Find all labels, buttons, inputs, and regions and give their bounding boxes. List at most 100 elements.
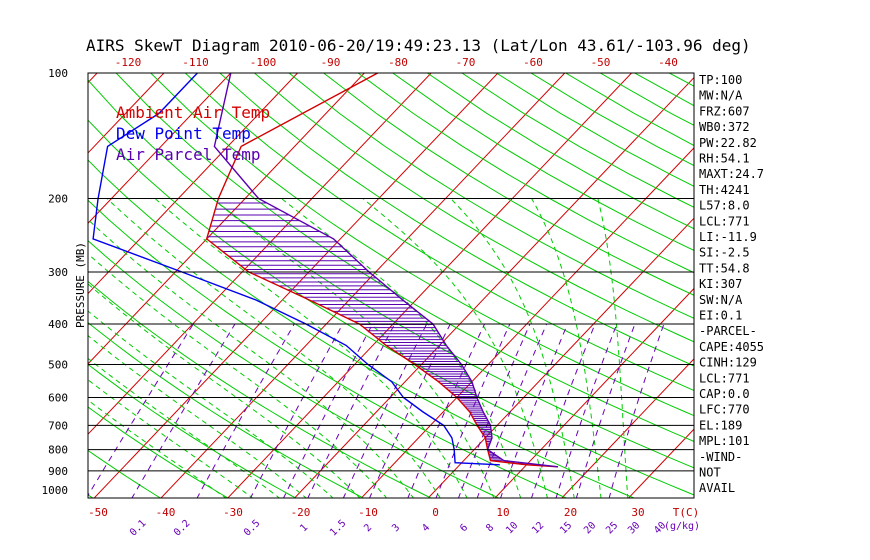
bottom-temp-tick-label: 0 <box>432 506 439 519</box>
dry-adiabat <box>808 73 870 499</box>
dry-adiabat <box>88 363 297 498</box>
legend-item: Ambient Air Temp <box>116 103 270 122</box>
dry-adiabat <box>739 73 870 499</box>
isotherm-line <box>761 73 870 499</box>
mixing-ratio-label: 15 <box>558 520 574 536</box>
mixing-ratio-label: 3 <box>390 522 402 534</box>
moist-adiabat <box>531 198 602 498</box>
pressure-tick-label: 700 <box>48 419 68 432</box>
moist-adiabat <box>88 283 361 498</box>
mixing-ratio-line <box>608 323 665 498</box>
legend: Ambient Air Temp Dew Point Temp Air Parcel… <box>116 103 270 164</box>
pressure-tick-label: 1000 <box>42 484 69 497</box>
isotherm-line <box>494 287 694 498</box>
stability-index-label: CAP:0.0 <box>699 387 750 401</box>
mixing-ratio-label: 30 <box>626 520 642 536</box>
moist-adiabat <box>154 198 468 498</box>
mixing-ratio-label: 1.5 <box>328 518 349 539</box>
stability-index-label: RH:54.1 <box>699 152 750 166</box>
stability-index-label: LFC:770 <box>699 403 750 417</box>
isotherm-line <box>88 73 365 365</box>
dry-adiabat <box>288 73 694 319</box>
dry-adiabat <box>392 73 694 252</box>
stability-index-label: EL:189 <box>699 418 742 432</box>
top-temp-tick-label: -50 <box>591 56 611 69</box>
moist-adiabat <box>88 334 307 498</box>
stability-index-label: FRZ:607 <box>699 104 750 118</box>
moist-adiabat <box>88 357 281 498</box>
mixing-ratio-label: 6 <box>458 522 470 534</box>
stability-index-label: KI:307 <box>699 277 742 291</box>
mixing-ratio-line <box>407 323 485 498</box>
stability-index-label: LI:-11.9 <box>699 230 757 244</box>
stability-index-label: MPL:101 <box>699 434 750 448</box>
mixing-ratio-label: 8 <box>484 522 496 534</box>
dry-adiabat <box>88 406 230 498</box>
isotherm-line <box>0 73 30 499</box>
stability-index-label: -PARCEL- <box>699 324 757 338</box>
moist-adiabat <box>362 198 548 498</box>
stability-index-label: EI:0.1 <box>699 309 742 323</box>
dry-adiabat <box>150 73 694 417</box>
stability-index-label: LCL:771 <box>699 214 750 228</box>
stability-index-label: MW:N/A <box>699 89 743 103</box>
mixing-ratio-line <box>131 323 236 498</box>
isotherm-line <box>88 73 232 224</box>
dry-adiabat <box>219 73 694 367</box>
moist-adiabat <box>88 310 334 498</box>
dry-adiabat <box>184 73 694 392</box>
mixing-ratio-label: 2 <box>362 522 374 534</box>
dry-adiabat <box>88 321 365 498</box>
dry-adiabat <box>254 73 694 343</box>
stability-index-label: AVAIL <box>699 481 735 495</box>
moist-adiabat <box>281 198 522 498</box>
top-temp-tick-label: -60 <box>523 56 543 69</box>
stability-index-label: TT:54.8 <box>699 261 750 275</box>
stability-index-label: L57:8.0 <box>699 199 750 213</box>
moist-adiabat <box>212 198 495 498</box>
legend-item: Air Parcel Temp <box>116 145 261 164</box>
mixing-ratio-line <box>282 323 374 498</box>
moist-adiabat <box>450 198 575 498</box>
plot-frame <box>87 72 695 499</box>
stability-index-label: LCL:771 <box>699 371 750 385</box>
isotherm-line <box>293 76 694 498</box>
mixing-ratio-line <box>575 323 636 498</box>
mixing-ratio-unit: (g/kg) <box>664 521 700 532</box>
background-grid <box>0 73 870 499</box>
mixing-ratio-line <box>196 323 295 498</box>
moist-adiabat <box>88 379 254 498</box>
bottom-temp-tick-label: 20 <box>564 506 577 519</box>
stability-index-label: -WIND- <box>699 450 742 464</box>
series-ambient-air-temp <box>205 73 559 468</box>
dry-adiabat <box>88 79 694 469</box>
mixing-ratio-label: 0.1 <box>128 518 149 539</box>
top-temp-tick-label: -100 <box>250 56 277 69</box>
mixing-ratio-line <box>88 323 194 497</box>
moist-adiabat <box>106 198 441 498</box>
isotherm-line <box>88 73 165 154</box>
mixing-ratio-line <box>530 323 596 498</box>
legend-item: Dew Point Temp <box>116 124 251 143</box>
top-temp-tick-label: -110 <box>182 56 209 69</box>
dry-adiabat <box>323 73 694 296</box>
pressure-tick-label: 600 <box>48 391 68 404</box>
stability-index-label: PW:22.82 <box>699 136 757 150</box>
bottom-temp-tick-label: -30 <box>223 506 243 519</box>
series-dew-point-temp <box>92 73 500 466</box>
dry-adiabat <box>0 73 26 499</box>
dry-adiabat <box>496 73 694 187</box>
dry-adiabat <box>88 449 162 498</box>
dry-adiabat <box>88 199 568 498</box>
pressure-tick-label: 500 <box>48 358 68 371</box>
mixing-ratio-line <box>342 323 428 498</box>
dry-adiabat <box>773 73 870 499</box>
top-temp-tick-label: -90 <box>321 56 341 69</box>
top-temp-tick-label: -80 <box>388 56 408 69</box>
stability-index-label: TP:100 <box>699 73 742 87</box>
axis-labels: 1002003004005006007008009001000PRESSURE … <box>42 56 701 539</box>
bottom-temp-tick-label: -50 <box>88 506 108 519</box>
top-temp-tick-label: -40 <box>658 56 678 69</box>
dry-adiabat <box>115 73 694 442</box>
